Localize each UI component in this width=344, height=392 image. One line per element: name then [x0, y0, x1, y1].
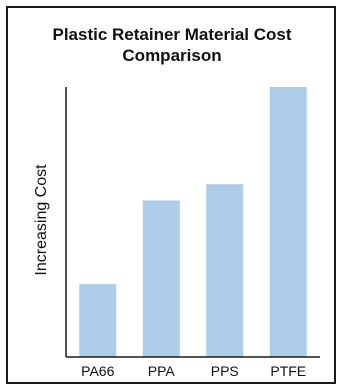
- chart-title-line-1: Plastic Retainer Material Cost: [52, 25, 292, 44]
- x-tick-label-pps: PPS: [211, 363, 239, 379]
- chart-title-line-2: Comparison: [122, 46, 222, 65]
- bar-ptfe: [269, 87, 307, 357]
- chart-title: Plastic Retainer Material Cost Compariso…: [0, 24, 344, 66]
- y-axis-label: Increasing Cost: [33, 164, 50, 276]
- x-tick-label-pa66: PA66: [81, 363, 114, 379]
- bar-pa66: [79, 284, 117, 357]
- bar-pps: [206, 184, 244, 357]
- bar-ppa: [142, 200, 180, 357]
- x-tick-label-ptfe: PTFE: [270, 363, 306, 379]
- x-tick-label-ppa: PPA: [148, 363, 176, 379]
